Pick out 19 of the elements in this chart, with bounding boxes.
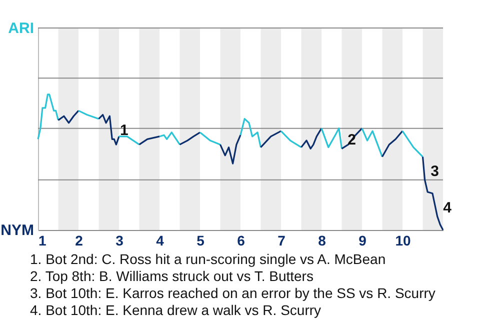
text: 4. Bot 10th: E. Kenna drew a walk vs R. Scurry <box>30 302 322 319</box>
x-tick-label: 8 <box>318 232 326 248</box>
text: 2. Top 8th: B. Williams struck out vs T. Butters <box>30 268 314 285</box>
x-tick-label: 6 <box>237 232 246 248</box>
x-tick-label: 5 <box>196 232 205 248</box>
text: 1. Bot 2nd: C. Ross hit a run-scoring single vs A. McBean <box>30 251 387 268</box>
text: NYM <box>0 222 34 239</box>
x-tick-label: 1 <box>38 232 46 248</box>
x-tick-label: 9 <box>358 232 367 248</box>
x-tick-label: 4 <box>156 232 164 248</box>
annotation: 3 <box>430 162 439 180</box>
text: ARI <box>8 20 34 37</box>
x-tick-label: 7 <box>278 232 286 248</box>
annotation: 1 <box>120 122 128 140</box>
text: 3. Bot 10th: E. Karros reached on an error by the SS vs R. Scurry <box>30 285 436 302</box>
x-tick-label: 2 <box>75 232 84 248</box>
annotation: 4 <box>443 199 452 216</box>
x-tick-label: 3 <box>116 232 124 248</box>
x-tick-label: 10 <box>395 232 411 248</box>
